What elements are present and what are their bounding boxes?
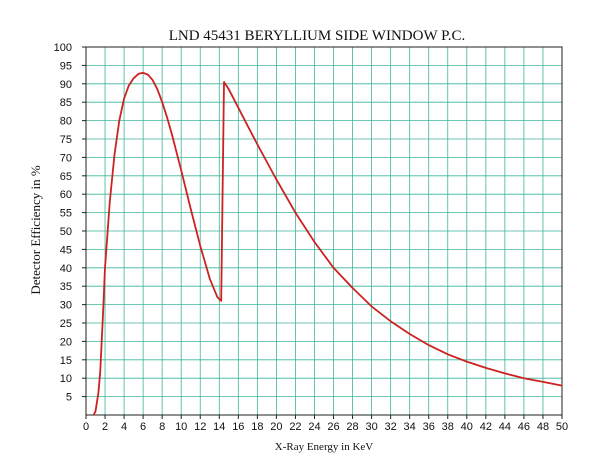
x-tick-label: 48	[537, 421, 549, 433]
y-tick-label: 100	[54, 42, 72, 54]
x-tick-label: 14	[213, 421, 225, 433]
x-tick-label: 28	[346, 421, 358, 433]
y-tick-label: 25	[60, 318, 72, 330]
x-tick-label: 30	[365, 421, 377, 433]
x-tick-label: 42	[480, 421, 492, 433]
y-tick-label: 90	[60, 79, 72, 91]
y-tick-label: 65	[60, 171, 72, 183]
x-tick-label: 40	[461, 421, 473, 433]
x-axis-label: X-Ray Energy in KeV	[275, 441, 374, 453]
x-tick-label: 6	[140, 421, 146, 433]
y-tick-label: 80	[60, 116, 72, 128]
y-axis-label: Detector Efficiency in %	[28, 165, 43, 295]
y-tick-label: 30	[60, 300, 72, 312]
x-tick-label: 4	[121, 421, 127, 433]
efficiency-curve	[92, 71, 563, 416]
y-tick-label: 40	[60, 263, 72, 275]
chart-title: LND 45431 BERYLLIUM SIDE WINDOW P.C.	[169, 28, 466, 44]
x-tick-label: 20	[270, 421, 282, 433]
y-tick-label: 60	[60, 189, 72, 201]
x-tick-label: 36	[423, 421, 435, 433]
y-tick-label: 85	[60, 97, 72, 109]
grid	[85, 46, 563, 415]
x-tick-label: 32	[385, 421, 397, 433]
y-tick-label: 5	[66, 392, 72, 404]
y-axis-ticks: 5 10 15 20 25 30 35 40 45 50 55 60 65 70 75 80 85 90 95 100	[54, 42, 86, 404]
x-tick-label: 10	[175, 421, 187, 433]
y-tick-label: 20	[60, 336, 72, 348]
x-axis-ticks: 0 2 4 6 8 10 12 14 16 18 20 22 24 26 28 30 32 34 36 38 40 42 4…	[83, 415, 568, 433]
x-tick-label: 34	[404, 421, 416, 433]
x-tick-label: 16	[232, 421, 244, 433]
y-tick-label: 55	[60, 208, 72, 220]
x-tick-label: 22	[289, 421, 301, 433]
x-tick-label: 46	[518, 421, 530, 433]
y-tick-label: 75	[60, 134, 72, 146]
x-tick-label: 50	[556, 421, 568, 433]
y-tick-label: 70	[60, 152, 72, 164]
x-tick-label: 18	[251, 421, 263, 433]
x-tick-label: 26	[327, 421, 339, 433]
y-tick-label: 50	[60, 226, 72, 238]
y-tick-label: 15	[60, 355, 72, 367]
x-tick-label: 44	[499, 421, 511, 433]
y-tick-label: 45	[60, 244, 72, 256]
x-tick-label: 0	[83, 421, 89, 433]
x-tick-label: 2	[102, 421, 108, 433]
x-tick-label: 24	[308, 421, 320, 433]
y-tick-label: 10	[60, 373, 72, 385]
y-tick-label: 35	[60, 281, 72, 293]
x-tick-label: 8	[159, 421, 165, 433]
y-tick-label: 95	[60, 60, 72, 72]
x-tick-label: 12	[194, 421, 206, 433]
x-tick-label: 38	[442, 421, 454, 433]
